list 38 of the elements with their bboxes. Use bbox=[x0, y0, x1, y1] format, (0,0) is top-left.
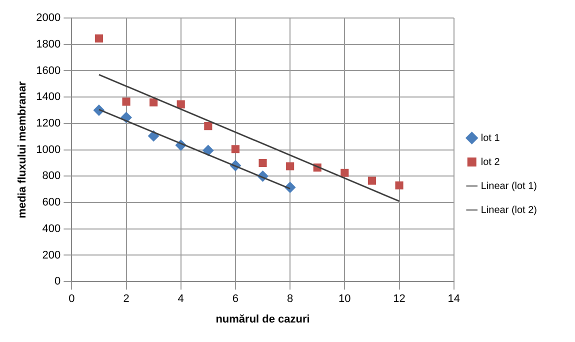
y-tick-label: 800 bbox=[42, 170, 61, 182]
x-tick-label: 8 bbox=[287, 293, 294, 306]
x-tick-label: 6 bbox=[232, 293, 239, 306]
x-tick-label: 14 bbox=[448, 293, 460, 306]
y-tick-label: 1600 bbox=[36, 64, 61, 77]
y-tick-label: 400 bbox=[42, 222, 61, 235]
legend-label: Linear (lot 2) bbox=[480, 204, 538, 216]
x-tick-label: 2 bbox=[123, 293, 130, 306]
y-axis-title: media fluxului membranar bbox=[16, 80, 29, 218]
legend-label: lot 2 bbox=[480, 156, 500, 168]
point bbox=[148, 130, 160, 142]
legend-label: Linear (lot 1) bbox=[480, 180, 538, 192]
y-tick-label: 2000 bbox=[36, 12, 61, 24]
point bbox=[340, 168, 349, 177]
point bbox=[258, 158, 267, 168]
point bbox=[395, 181, 404, 190]
legend-label: lot 1 bbox=[480, 132, 500, 144]
point bbox=[286, 162, 294, 170]
point bbox=[231, 145, 240, 154]
x-tick-label: 0 bbox=[68, 293, 75, 306]
y-tick-label: 0 bbox=[54, 276, 61, 288]
x-tick-label: 4 bbox=[178, 293, 184, 306]
point bbox=[150, 98, 158, 106]
y-tick-label: 1400 bbox=[36, 91, 61, 104]
x-tick-label: 10 bbox=[338, 293, 351, 306]
y-tick-label: 1200 bbox=[36, 117, 61, 130]
y-tick-label: 1800 bbox=[36, 38, 61, 50]
point bbox=[368, 176, 376, 185]
point bbox=[202, 144, 214, 156]
point bbox=[94, 34, 104, 42]
point bbox=[176, 100, 185, 108]
point bbox=[122, 98, 130, 106]
y-tick-label: 1000 bbox=[36, 144, 61, 156]
y-tick-label: 600 bbox=[42, 196, 61, 209]
x-tick-label: 12 bbox=[393, 293, 406, 306]
y-tick-label: 200 bbox=[42, 249, 61, 262]
point bbox=[204, 122, 212, 130]
x-axis-title: numărul de cazuri bbox=[216, 313, 310, 326]
